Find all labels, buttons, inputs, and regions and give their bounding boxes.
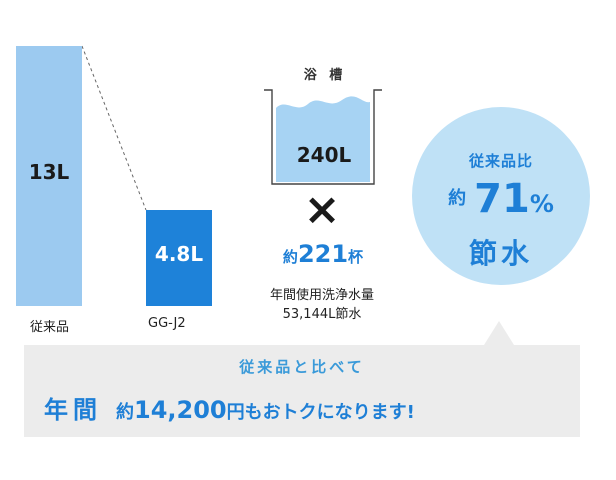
savings-banner xyxy=(24,345,580,437)
saving-circle xyxy=(412,107,590,285)
bar-chart xyxy=(16,45,212,306)
bath-volume: 240L xyxy=(296,143,352,167)
circle-percent: 約 71% xyxy=(412,176,590,222)
banner-rest: 円もおトクになります! xyxy=(226,402,415,423)
banner-pointer xyxy=(484,321,514,345)
cups-suffix: 杯 xyxy=(348,248,364,266)
banner-headline: 年間 約14,200円もおトクになります! xyxy=(44,390,415,425)
bar-conventional xyxy=(16,46,82,306)
connector-line xyxy=(81,45,147,211)
banner-amount: 14,200 xyxy=(134,396,227,424)
x-tick-label-gg-j2: GG-J2 xyxy=(148,316,186,331)
bar-gg-j2 xyxy=(146,210,212,306)
circle-percent-sign: % xyxy=(529,190,554,218)
annual-line-2: 53,144L節水 xyxy=(282,307,362,322)
cups-prefix: 約 xyxy=(282,248,298,266)
bath-title: 浴 槽 xyxy=(303,68,347,83)
multiply-icon: × xyxy=(303,184,341,235)
circle-percent-number: 71 xyxy=(474,176,530,222)
x-tick-label-conventional: 従来品 xyxy=(30,320,70,335)
annual-line-1: 年間使用洗浄水量 xyxy=(269,288,374,303)
banner-lead: 年間 xyxy=(44,396,102,424)
bar-value-label-gg-j2: 4.8L xyxy=(154,242,204,266)
annual-saving: 年間使用洗浄水量 53,144L節水 xyxy=(232,286,412,324)
circle-label: 従来品比 xyxy=(468,152,533,170)
bar-value-label-conventional: 13L xyxy=(28,160,70,184)
cups-count: 約221杯 xyxy=(258,240,388,268)
banner-subtitle: 従来品と比べて xyxy=(239,358,365,376)
circle-prefix: 約 xyxy=(448,188,467,209)
cups-number: 221 xyxy=(297,240,349,268)
bathtub-icon xyxy=(264,89,382,185)
circle-sub: 節水 xyxy=(468,237,533,270)
banner-prefix: 約 xyxy=(116,402,134,423)
